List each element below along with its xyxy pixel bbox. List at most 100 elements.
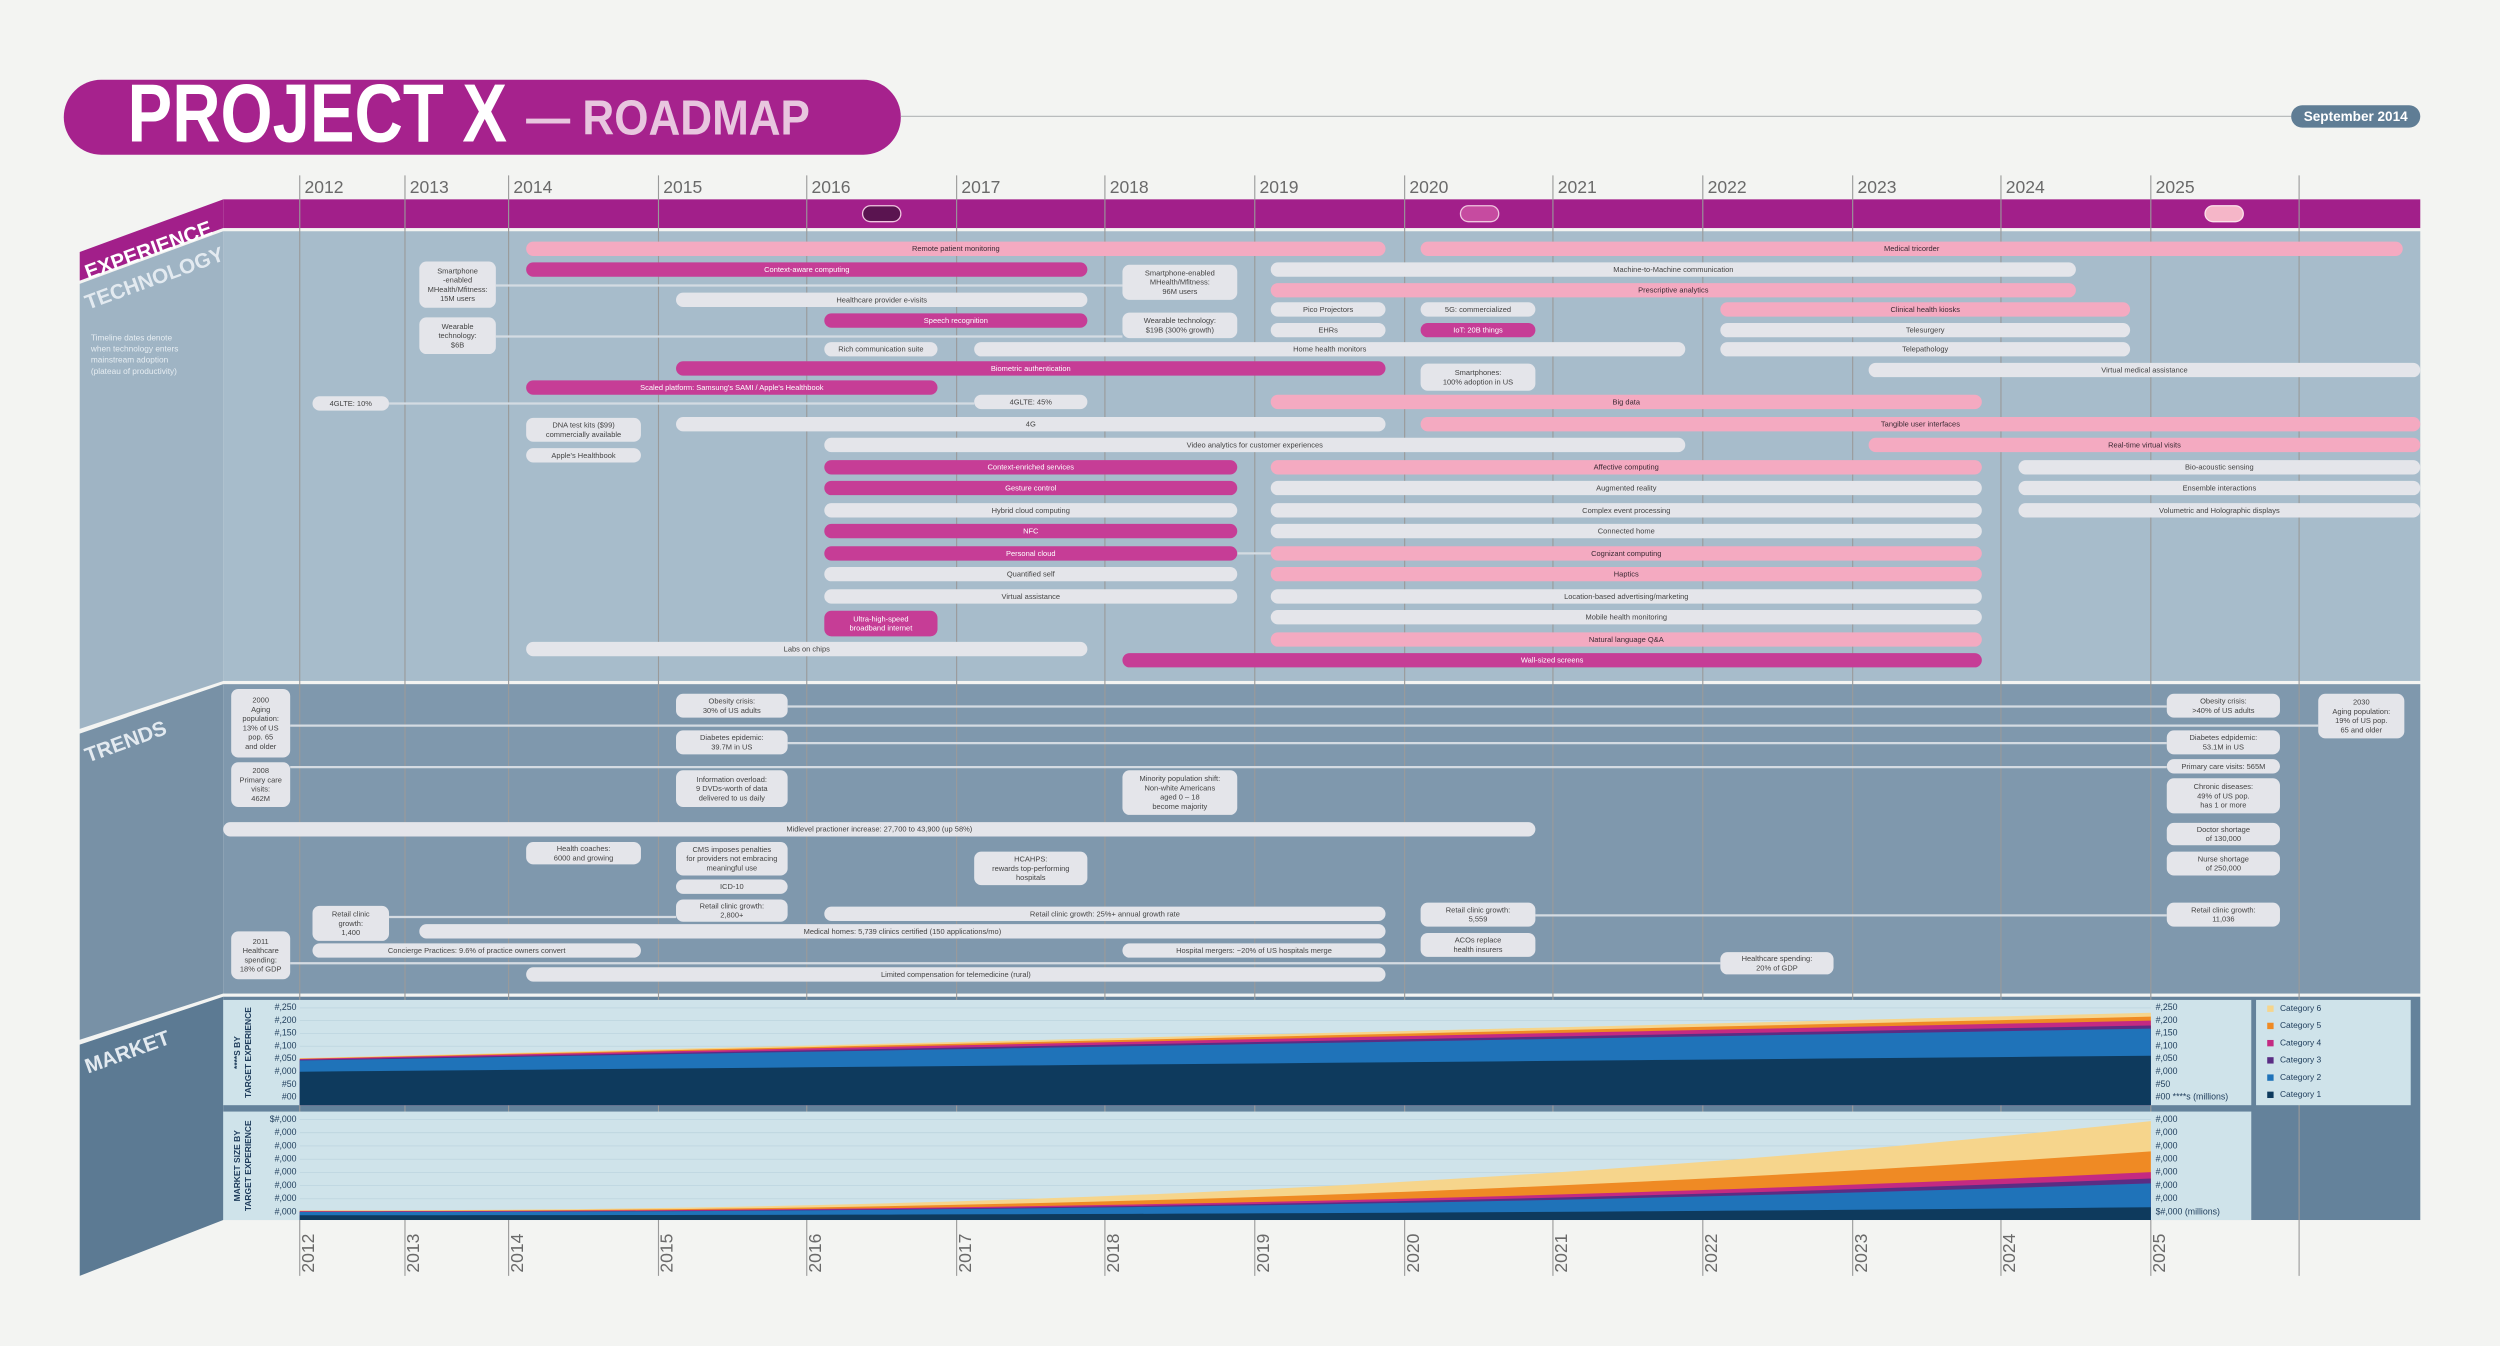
axis-label: #,250 <box>2156 1002 2178 1012</box>
item-label: Big data <box>1613 397 1641 406</box>
item-label: 2000 <box>252 696 269 705</box>
timeline-item <box>1270 322 1386 338</box>
axis-label: #,000 <box>275 1206 297 1216</box>
item-label: Ultra-high-speed <box>853 614 908 623</box>
axis-label: #,000 <box>2156 1167 2178 1177</box>
item-label: 100% adoption in US <box>1443 377 1513 386</box>
item-label: Retail clinic <box>332 910 370 919</box>
timeline-item <box>1720 342 2131 357</box>
item-label: $19B (300% growth) <box>1146 325 1215 334</box>
item-label: >40% of US adults <box>2192 706 2254 715</box>
note: (plateau of productivity) <box>91 366 177 376</box>
connectors <box>290 284 2319 965</box>
timeline-item <box>1270 503 1982 518</box>
note: when technology enters <box>90 343 178 353</box>
item-label: 49% of US pop. <box>2197 791 2249 800</box>
item-label: technology: <box>438 331 476 340</box>
timeline-item <box>526 842 641 865</box>
year-label: 2022 <box>1701 1234 1721 1273</box>
year-label: 2012 <box>298 1234 318 1273</box>
item-label: and older <box>245 742 277 751</box>
item-label: 18% of GDP <box>240 965 282 974</box>
item-label: Telesurgery <box>1906 326 1945 335</box>
subtitle: — ROADMAP <box>526 90 810 145</box>
timeline-item <box>676 730 788 755</box>
item-label: meaningful use <box>706 864 757 873</box>
axis-label: #50 <box>2156 1079 2171 1089</box>
timeline-item <box>526 380 938 395</box>
timeline-item <box>1420 363 1536 391</box>
year-label: 2014 <box>507 1233 527 1272</box>
axis-label: #,050 <box>2156 1053 2178 1063</box>
timeline-item <box>676 292 1088 307</box>
timeline-item <box>526 641 1088 657</box>
axis-label: #,000 <box>275 1167 297 1177</box>
timeline-item <box>2018 480 2421 496</box>
item-label: Connected home <box>1598 527 1655 536</box>
item-label: 4GLTE: 10% <box>330 399 373 408</box>
timeline-item <box>824 503 1238 518</box>
item-label: Minority population shift: <box>1139 774 1220 783</box>
chart-title: TARGET EXPERIENCE <box>243 1120 253 1211</box>
item-label: hospitals <box>1016 873 1046 882</box>
timeline-item <box>2166 693 2280 718</box>
timeline-item <box>676 899 788 922</box>
item-label: MHealth/Mfitness: <box>428 285 488 294</box>
item-label: Virtual medical assistance <box>2101 365 2187 374</box>
timeline-item <box>676 770 788 807</box>
timeline-item <box>1420 302 1536 317</box>
item-label: 4GLTE: 45% <box>1010 397 1053 406</box>
timeline-item <box>231 688 291 758</box>
experience-marker <box>2204 205 2244 223</box>
year-label: 2023 <box>1857 177 1896 197</box>
timeline-item <box>974 394 1088 410</box>
item-label: visits: <box>251 785 270 794</box>
year-label: 2024 <box>2006 177 2045 197</box>
item-label: Hospital mergers: ~20% of US hospitals m… <box>1176 946 1332 955</box>
timeline-item <box>2166 759 2280 774</box>
timeline-item <box>824 460 1238 475</box>
timeline-item <box>2166 730 2280 755</box>
item-label: Obesity crisis: <box>709 697 756 706</box>
axis-label: #00 <box>282 1092 297 1102</box>
year-label: 2018 <box>1103 1234 1123 1273</box>
timeline-item <box>1420 241 2403 256</box>
item-label: Tangible user interfaces <box>1881 420 1960 429</box>
legend-label: Category 2 <box>2280 1072 2322 1082</box>
title: PROJECT X <box>128 67 507 160</box>
item-label: Rich communication suite <box>838 345 923 354</box>
item-label: Context-aware computing <box>764 265 849 274</box>
item-label: 1,400 <box>341 928 360 937</box>
item-label: population: <box>242 714 279 723</box>
item-label: rewards top-performing <box>992 864 1069 873</box>
timeline-item <box>824 437 1686 453</box>
chart-title: ****S BY <box>232 1036 242 1069</box>
timeline-item <box>1420 417 2421 432</box>
chart-title: TARGET EXPERIENCE <box>243 1007 253 1098</box>
timeline-item <box>1270 480 1982 496</box>
year-label: 2023 <box>1851 1234 1871 1273</box>
item-label: health insurers <box>1453 945 1502 954</box>
legend-label: Category 3 <box>2280 1055 2322 1065</box>
item-label: Scaled platform: Samsung's SAMI / Apple'… <box>640 383 824 392</box>
item-label: 19% of US pop. <box>2335 716 2387 725</box>
item-label: EHRs <box>1318 326 1338 335</box>
item-label: Telepathology <box>1902 345 1948 354</box>
axis-label: #,150 <box>2156 1028 2178 1038</box>
item-label: Personal cloud <box>1006 549 1056 558</box>
item-label: 2011 <box>253 937 269 946</box>
axis-label: #,000 <box>275 1153 297 1163</box>
item-label: Obesity crisis: <box>2200 697 2247 706</box>
area-layer <box>299 1207 2151 1221</box>
item-label: ICD-10 <box>720 882 744 891</box>
item-label: Remote patient monitoring <box>912 244 1000 253</box>
year-label: 2018 <box>1110 177 1149 197</box>
timeline-item <box>526 417 641 442</box>
timeline-item <box>1270 523 1982 539</box>
technology-panel <box>79 231 224 729</box>
timeline-item <box>1420 322 1536 338</box>
market-charts: ****S BY TARGET EXPERIENCE #,250#,200#,150… <box>223 999 2411 1221</box>
date: September 2014 <box>2304 109 2408 124</box>
timeline-item <box>2166 902 2280 927</box>
year-label: 2021 <box>1551 1234 1571 1273</box>
